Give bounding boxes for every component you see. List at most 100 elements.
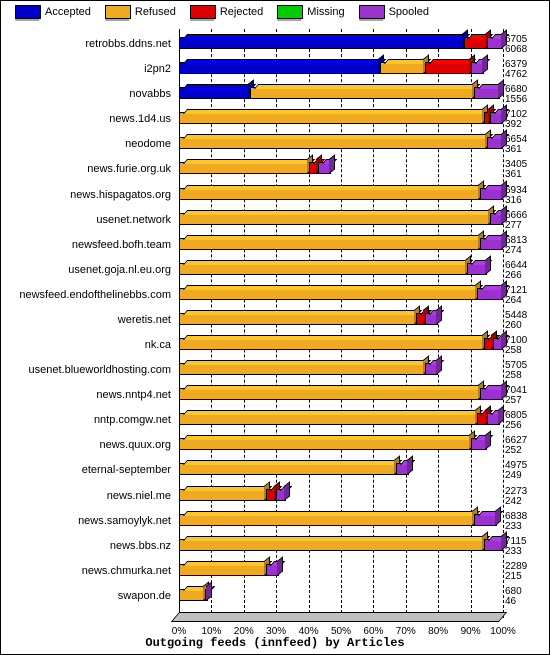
- bar-area: [179, 35, 503, 56]
- bar-area: [179, 487, 503, 508]
- bar-row: news.nntp4.net7041257: [1, 386, 543, 411]
- plot-area: retrobbs.ddns.net67056068i2pn263794762no…: [1, 29, 543, 618]
- legend-label: Accepted: [45, 6, 91, 18]
- bar-row: news.1d4.us7102392: [1, 110, 543, 135]
- bar-area: [179, 135, 503, 156]
- bar-segment-spooled: [490, 213, 503, 225]
- legend-label: Refused: [135, 6, 176, 18]
- bar-segment-rejected: [425, 62, 470, 74]
- bar-segment-spooled: [487, 137, 503, 149]
- bar-segment-refused: [179, 514, 474, 526]
- bar-segment-refused: [179, 438, 471, 450]
- bar-row: newsfeed.endofthelinebbs.com7121264: [1, 286, 543, 311]
- rejected-swatch: [190, 5, 216, 19]
- bar-row: usenet.goja.nl.eu.org6644266: [1, 261, 543, 286]
- legend-item-missing: Missing: [277, 5, 344, 19]
- accepted-swatch: [15, 5, 41, 19]
- bar-rows: retrobbs.ddns.net67056068i2pn263794762no…: [1, 35, 543, 612]
- value-bottom: 260: [505, 321, 543, 331]
- row-label: newsfeed.endofthelinebbs.com: [1, 289, 175, 301]
- bar-segment-spooled: [484, 539, 503, 551]
- bar-segment-refused: [179, 137, 487, 149]
- bar-area: [179, 461, 503, 482]
- value-bottom: 361: [505, 170, 543, 180]
- bar-segment-spooled: [471, 62, 484, 74]
- row-label: news.hispagatos.org: [1, 189, 175, 201]
- legend-item-rejected: Rejected: [190, 5, 263, 19]
- bar-segment-refused: [179, 188, 480, 200]
- legend-item-accepted: Accepted: [15, 5, 91, 19]
- bar-area: [179, 60, 503, 81]
- bar-segment-refused: [179, 363, 425, 375]
- chart-container: Accepted Refused Rejected Missing Spooled re…: [0, 0, 550, 655]
- bar-row: news.furie.org.uk3405361: [1, 160, 543, 185]
- bar-segment-spooled: [276, 489, 286, 501]
- bar-segment-spooled: [477, 288, 503, 300]
- bar-segment-spooled: [425, 363, 438, 375]
- bar-segment-refused: [179, 388, 480, 400]
- bar-segment-refused: [179, 238, 480, 250]
- bar-row: usenet.network6666277: [1, 211, 543, 236]
- value-bottom: 258: [505, 371, 543, 381]
- bar-segment-spooled: [425, 313, 438, 325]
- bar-row: news.chmurka.net2289215: [1, 562, 543, 587]
- bar-area: [179, 85, 503, 106]
- bar-area: [179, 236, 503, 257]
- bar-segment-rejected: [416, 313, 426, 325]
- value-bottom: 46: [505, 597, 543, 607]
- row-label: retrobbs.ddns.net: [1, 38, 175, 50]
- bar-area: [179, 160, 503, 181]
- bar-segment-refused: [179, 463, 396, 475]
- value-bottom: 4762: [505, 70, 543, 80]
- legend-label: Rejected: [220, 6, 263, 18]
- row-label: newsfeed.bofh.team: [1, 239, 175, 251]
- value-bottom: 266: [505, 271, 543, 281]
- bar-segment-accepted: [179, 37, 464, 49]
- bar-segment-spooled: [487, 37, 503, 49]
- bar-area: [179, 587, 503, 608]
- bar-segment-spooled: [396, 463, 409, 475]
- value-bottom: 257: [505, 396, 543, 406]
- bar-segment-spooled: [205, 589, 208, 601]
- bar-row: news.hispagatos.org6934316: [1, 186, 543, 211]
- value-bottom: 264: [505, 296, 543, 306]
- bar-segment-spooled: [493, 338, 503, 350]
- bar-area: [179, 411, 503, 432]
- bar-area: [179, 537, 503, 558]
- bar-area: [179, 386, 503, 407]
- bar-segment-refused: [380, 62, 425, 74]
- bar-segment-refused: [179, 564, 266, 576]
- bar-segment-accepted: [179, 62, 380, 74]
- value-bottom: 233: [505, 522, 543, 532]
- bar-segment-spooled: [480, 188, 503, 200]
- bar-segment-refused: [179, 288, 477, 300]
- value-bottom: 1556: [505, 95, 543, 105]
- bar-segment-rejected: [464, 37, 487, 49]
- bar-area: [179, 211, 503, 232]
- bar-row: nk.ca7100258: [1, 336, 543, 361]
- bar-segment-rejected: [266, 489, 276, 501]
- bar-segment-rejected: [484, 338, 494, 350]
- bar-segment-rejected: [309, 162, 319, 174]
- bar-area: [179, 436, 503, 457]
- legend-label: Spooled: [389, 6, 429, 18]
- value-bottom: 258: [505, 346, 543, 356]
- bar-row: i2pn263794762: [1, 60, 543, 85]
- bar-segment-refused: [179, 589, 205, 601]
- bar-segment-spooled: [474, 87, 500, 99]
- bar-row: news.quux.org6627252: [1, 436, 543, 461]
- bar-row: news.niel.me2273242: [1, 487, 543, 512]
- bar-segment-refused: [179, 213, 490, 225]
- bar-row: novabbs66801556: [1, 85, 543, 110]
- bar-segment-rejected: [484, 112, 490, 124]
- spooled-swatch: [359, 5, 385, 19]
- bar-row: neodome6654361: [1, 135, 543, 160]
- bar-row: eternal-september4975249: [1, 461, 543, 486]
- row-label: news.samoylyk.net: [1, 515, 175, 527]
- bar-segment-refused: [179, 162, 309, 174]
- bar-area: [179, 286, 503, 307]
- bar-segment-refused: [179, 489, 266, 501]
- bar-segment-refused: [179, 263, 467, 275]
- row-label: news.bbs.nz: [1, 540, 175, 552]
- bar-segment-spooled: [474, 514, 497, 526]
